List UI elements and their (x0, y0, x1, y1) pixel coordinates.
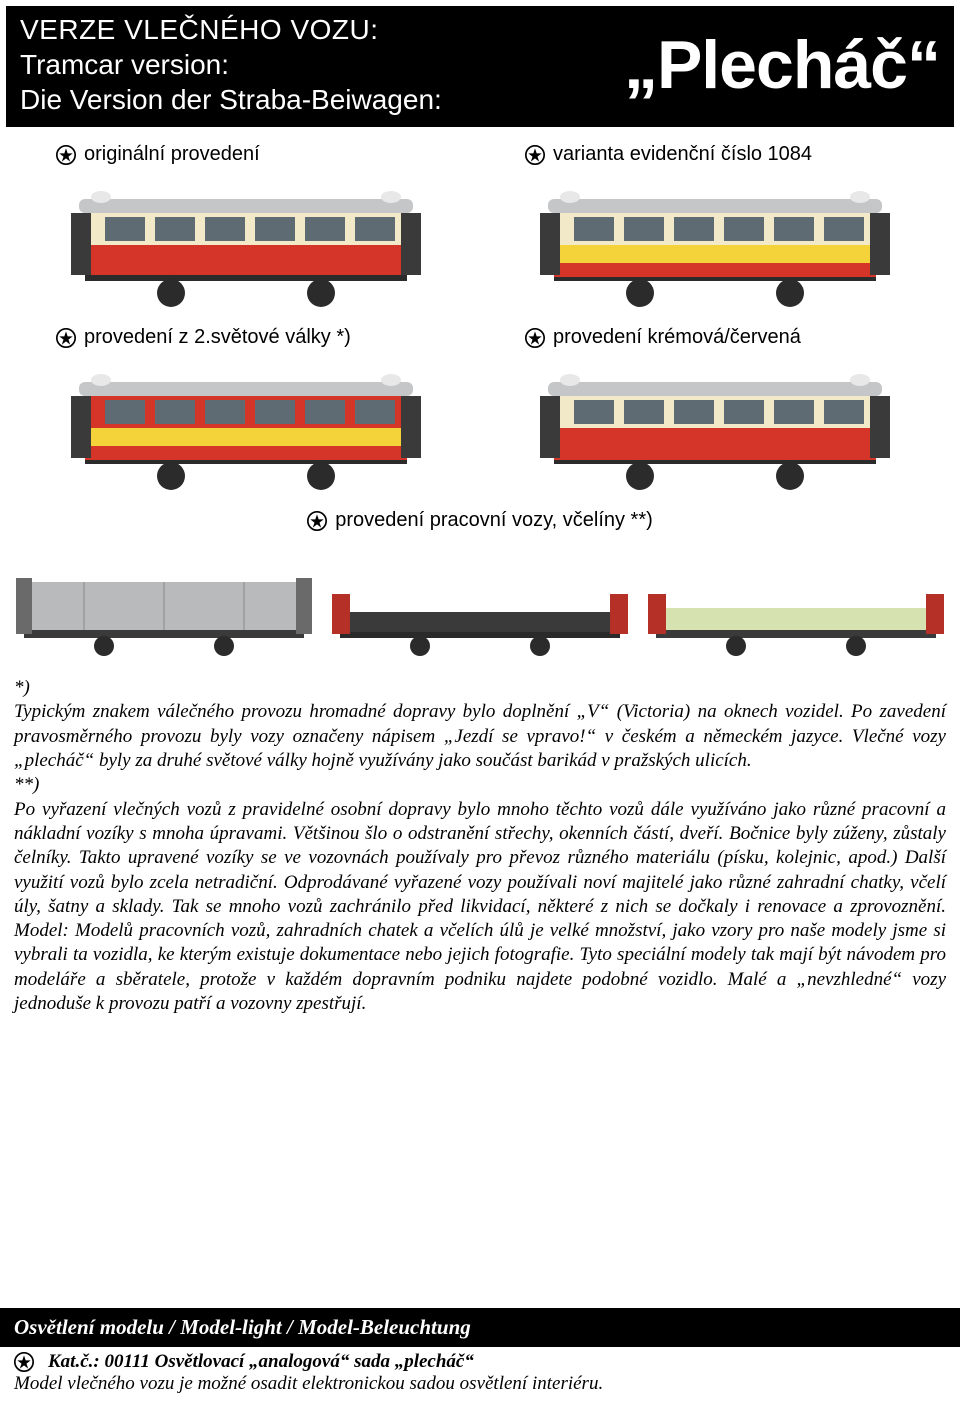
workcar-image (330, 550, 630, 658)
footnote-marker: **) (14, 773, 946, 797)
paragraph-2: Po vyřazení vlečných vozů z pravidelné o… (14, 798, 946, 1017)
header-line3: Die Version der Straba-Beiwagen: (20, 82, 442, 117)
header-title: „Plecháč“ (624, 26, 940, 104)
tram-image (525, 174, 904, 316)
workcar-image (14, 550, 314, 658)
variant-cream-red: provedení krémová/červená (525, 326, 904, 499)
tram-image (56, 174, 435, 316)
tram-image (56, 357, 435, 499)
variant-1084: varianta evidenční číslo 1084 (525, 143, 904, 316)
variant-label: provedení z 2.světové války *) (84, 326, 351, 349)
bullet-star-icon (525, 145, 545, 165)
variant-label: provedení krémová/červená (553, 326, 801, 349)
footer-kat: Kat.č.: 00111 Osvětlovací „analogová“ sa… (48, 1351, 474, 1373)
bullet-star-icon (307, 511, 327, 531)
paragraph-1: Typickým znakem válečného provozu hromad… (14, 700, 946, 773)
variant-ww2: provedení z 2.světové války *) (56, 326, 435, 499)
tram-image (525, 357, 904, 499)
footer-bar: Osvětlení modelu / Model-light / Model-B… (0, 1308, 960, 1347)
variant-label: provedení pracovní vozy, včelíny **) (335, 509, 653, 532)
variants-grid: originální provedení varianta evidenční (0, 133, 960, 540)
variant-workcars: provedení pracovní vozy, včelíny **) (307, 509, 653, 540)
footnote-marker: *) (14, 676, 946, 700)
header-left: VERZE VLEČNÉHO VOZU: Tramcar version: Di… (20, 12, 442, 117)
footer-bar-text: Osvětlení modelu / Model-light / Model-B… (14, 1315, 471, 1339)
footer-text: Kat.č.: 00111 Osvětlovací „analogová“ sa… (0, 1345, 960, 1401)
variant-label: originální provedení (84, 143, 260, 166)
bullet-star-icon (14, 1352, 34, 1372)
variant-original: originální provedení (56, 143, 435, 316)
bullet-star-icon (56, 145, 76, 165)
header-line2: Tramcar version: (20, 47, 442, 82)
workcar-image (646, 550, 946, 658)
header-box: VERZE VLEČNÉHO VOZU: Tramcar version: Di… (6, 6, 954, 127)
body-text: *) Typickým znakem válečného provozu hro… (0, 658, 960, 1016)
variant-label: varianta evidenční číslo 1084 (553, 143, 812, 166)
footer-desc: Model vlečného vozu je možné osadit elek… (14, 1373, 946, 1395)
bullet-star-icon (525, 328, 545, 348)
bullet-star-icon (56, 328, 76, 348)
header-line1: VERZE VLEČNÉHO VOZU: (20, 12, 442, 47)
workcars-row (0, 550, 960, 658)
